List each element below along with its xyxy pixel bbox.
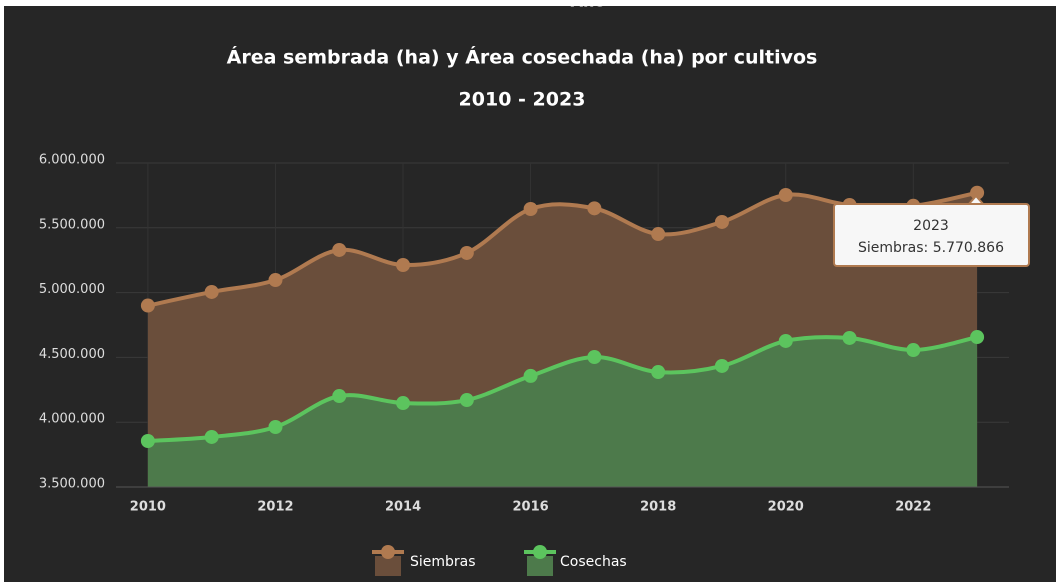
marker (332, 389, 347, 404)
marker (714, 214, 729, 229)
axis-header: Año (571, 0, 606, 11)
tooltip-text: Siembras: 5.770.866 (858, 240, 1004, 256)
marker (906, 343, 921, 358)
legend-label: Siembras (410, 554, 476, 570)
marker (778, 188, 793, 203)
x-tick-label: 2016 (513, 500, 549, 515)
x-tick-label: 2022 (895, 500, 931, 515)
legend-swatch (375, 556, 401, 576)
area (147, 337, 978, 487)
y-tick-label: 4.000.000 (39, 412, 105, 427)
marker (842, 330, 857, 345)
marker (268, 273, 283, 288)
marker (587, 350, 602, 365)
legend-marker (533, 545, 547, 559)
marker (396, 257, 411, 272)
chart-title: Área sembrada (ha) y Área cosechada (ha)… (227, 46, 818, 69)
x-tick-label: 2020 (768, 500, 804, 515)
marker (204, 284, 219, 299)
x-tick-label: 2018 (640, 500, 676, 515)
tooltip (833, 203, 1030, 267)
y-tick-label: 5.500.000 (39, 217, 105, 232)
marker (587, 201, 602, 216)
x-tick-label: 2012 (257, 500, 293, 515)
plot: 3.500.000 4.000.000 4.500.000 5.000.000 5.50… (39, 153, 1030, 576)
tooltip-title: 2023 (913, 218, 949, 234)
marker (140, 433, 155, 448)
y-tick-label: 3.500.000 (39, 477, 105, 492)
y-tick-label: 4.500.000 (39, 347, 105, 362)
marker (970, 185, 985, 200)
legend-swatch (527, 556, 553, 576)
x-tick-label: 2010 (130, 500, 166, 515)
y-tick-label: 6.000.000 (39, 153, 105, 168)
legend-marker (381, 545, 395, 559)
marker (268, 419, 283, 434)
legend-label: Cosechas (560, 554, 627, 570)
marker (459, 245, 474, 260)
marker (332, 242, 347, 257)
marker (204, 429, 219, 444)
marker (523, 368, 538, 383)
marker (396, 396, 411, 411)
marker (651, 227, 666, 242)
marker (523, 202, 538, 217)
x-tick-label: 2014 (385, 500, 421, 515)
marker (459, 393, 474, 408)
marker (651, 365, 666, 380)
y-tick-label: 5.000.000 (39, 282, 105, 297)
marker (778, 333, 793, 348)
chart-subtitle: 2010 - 2023 (459, 89, 586, 111)
marker (714, 358, 729, 373)
marker (970, 330, 985, 345)
marker (140, 298, 155, 313)
